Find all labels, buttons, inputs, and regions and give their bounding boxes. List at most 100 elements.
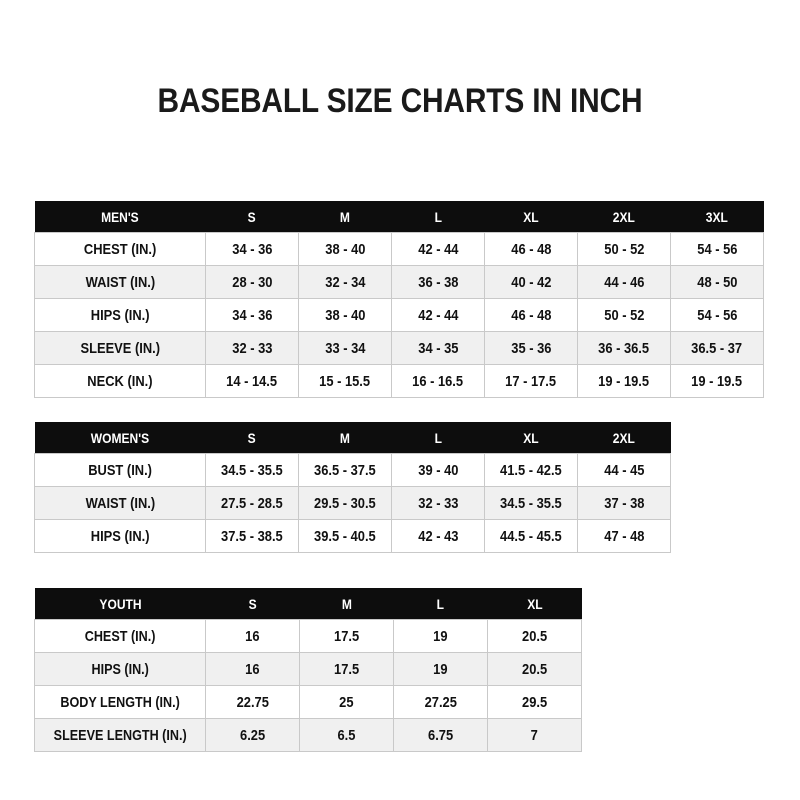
mens-cell-text: 15 - 15.5 [319, 372, 371, 390]
youth-cell: 7 [487, 718, 582, 752]
womens-cell-text: 44 - 45 [603, 461, 645, 479]
youth-column-header-m: M [299, 588, 394, 620]
mens-row-label: NECK (IN.) [34, 364, 206, 398]
mens-column-header-xl: XL [484, 201, 578, 233]
table-row: SLEEVE (IN.) 32 - 33 33 - 34 34 - 35 35 - 36… [34, 331, 764, 365]
youth-cell-text: 16 [245, 627, 260, 645]
mens-cell-text: 33 - 34 [324, 339, 366, 357]
mens-cell: 48 - 50 [670, 265, 764, 299]
mens-cell-text: 38 - 40 [324, 240, 366, 258]
youth-cell-text: 6.75 [427, 726, 454, 744]
youth-cell: 20.5 [487, 619, 582, 653]
womens-column-header-m: M [298, 422, 392, 454]
mens-cell-text: 42 - 44 [417, 306, 459, 324]
youth-column-header-l: L [393, 588, 488, 620]
mens-cell: 32 - 34 [298, 265, 392, 299]
youth-cell-text: 27.25 [424, 693, 457, 711]
mens-size-table: MEN'S S M L XL 2XL 3XL CHEST (IN.) 34 - 36 38 - … [34, 201, 764, 398]
youth-column-header-xl: XL [487, 588, 582, 620]
mens-cell-text: 36.5 - 37 [691, 339, 743, 357]
youth-row-label: HIPS (IN.) [34, 652, 206, 686]
womens-column-header-s-text: S [247, 429, 257, 446]
youth-cell: 6.5 [299, 718, 394, 752]
mens-header-row: MEN'S S M L XL 2XL 3XL [34, 201, 764, 233]
womens-cell-text: 42 - 43 [417, 527, 459, 545]
mens-cell-text: 19 - 19.5 [691, 372, 743, 390]
womens-column-header-xl: XL [484, 422, 578, 454]
youth-row-label-text: BODY LENGTH (IN.) [60, 693, 180, 711]
womens-cell-text: 44.5 - 45.5 [500, 527, 562, 545]
table-row: WAIST (IN.) 28 - 30 32 - 34 36 - 38 40 - 42 4… [34, 265, 764, 299]
mens-cell: 46 - 48 [484, 298, 578, 332]
youth-cell: 19 [393, 652, 488, 686]
youth-row-label: SLEEVE LENGTH (IN.) [34, 718, 206, 752]
mens-cell: 38 - 40 [298, 298, 392, 332]
womens-cell-text: 32 - 33 [417, 494, 459, 512]
mens-cell-text: 50 - 52 [603, 240, 645, 258]
womens-row-label-text: WAIST (IN.) [85, 494, 155, 512]
youth-cell: 29.5 [487, 685, 582, 719]
mens-cell-text: 34 - 35 [417, 339, 459, 357]
womens-column-header-m-text: M [339, 429, 351, 446]
mens-cell-text: 54 - 56 [696, 306, 738, 324]
mens-column-header-l: L [391, 201, 485, 233]
mens-column-header-2xl: 2XL [577, 201, 671, 233]
mens-cell-text: 14 - 14.5 [226, 372, 278, 390]
mens-cell-text: 38 - 40 [324, 306, 366, 324]
table-row: CHEST (IN.) 16 17.5 19 20.5 [34, 619, 582, 653]
youth-cell: 20.5 [487, 652, 582, 686]
womens-column-header-l: L [391, 422, 485, 454]
mens-cell-text: 19 - 19.5 [598, 372, 650, 390]
youth-cell-text: 29.5 [521, 693, 548, 711]
womens-cell: 36.5 - 37.5 [298, 453, 392, 487]
mens-column-header-m: M [298, 201, 392, 233]
table-row: BUST (IN.) 34.5 - 35.5 36.5 - 37.5 39 - 40 4… [34, 453, 671, 487]
mens-cell: 40 - 42 [484, 265, 578, 299]
womens-row-label: BUST (IN.) [34, 453, 206, 487]
mens-cell-text: 28 - 30 [231, 273, 273, 291]
mens-row-label-text: CHEST (IN.) [83, 240, 157, 258]
womens-cell-text: 41.5 - 42.5 [500, 461, 562, 479]
mens-header-label: MEN'S [34, 201, 206, 233]
youth-column-header-l-text: L [436, 595, 445, 612]
mens-cell: 33 - 34 [298, 331, 392, 365]
mens-cell: 28 - 30 [205, 265, 299, 299]
youth-cell: 17.5 [299, 652, 394, 686]
mens-cell: 50 - 52 [577, 232, 671, 266]
youth-row-label-text: HIPS (IN.) [91, 660, 149, 678]
mens-cell-text: 35 - 36 [510, 339, 552, 357]
womens-cell: 27.5 - 28.5 [205, 486, 299, 520]
womens-cell: 32 - 33 [391, 486, 485, 520]
mens-column-header-3xl-text: 3XL [705, 208, 729, 225]
mens-cell: 14 - 14.5 [205, 364, 299, 398]
womens-row-label: WAIST (IN.) [34, 486, 206, 520]
mens-cell: 50 - 52 [577, 298, 671, 332]
youth-cell-text: 6.5 [337, 726, 356, 744]
womens-cell-text: 39 - 40 [417, 461, 459, 479]
youth-column-header-xl-text: XL [526, 595, 543, 612]
youth-header-label: YOUTH [34, 588, 206, 620]
mens-cell: 42 - 44 [391, 298, 485, 332]
womens-cell-text: 36.5 - 37.5 [314, 461, 376, 479]
mens-column-header-m-text: M [339, 208, 351, 225]
mens-cell: 15 - 15.5 [298, 364, 392, 398]
mens-cell: 34 - 36 [205, 232, 299, 266]
table-row: NECK (IN.) 14 - 14.5 15 - 15.5 16 - 16.5 17 … [34, 364, 764, 398]
youth-column-header-m-text: M [341, 595, 352, 612]
mens-table-body: CHEST (IN.) 34 - 36 38 - 40 42 - 44 46 - 48 5… [34, 232, 764, 398]
mens-column-header-xl-text: XL [523, 208, 539, 225]
womens-cell: 44.5 - 45.5 [484, 519, 578, 553]
mens-cell-text: 32 - 33 [231, 339, 273, 357]
mens-cell: 36.5 - 37 [670, 331, 764, 365]
womens-header-row: WOMEN'S S M L XL 2XL [34, 422, 671, 454]
womens-cell-text: 27.5 - 28.5 [221, 494, 283, 512]
youth-row-label-text: SLEEVE LENGTH (IN.) [53, 726, 187, 744]
womens-cell-text: 47 - 48 [603, 527, 645, 545]
page-title: BASEBALL SIZE CHARTS IN INCH [157, 82, 643, 120]
womens-cell: 37.5 - 38.5 [205, 519, 299, 553]
mens-row-label: HIPS (IN.) [34, 298, 206, 332]
womens-cell-text: 34.5 - 35.5 [500, 494, 562, 512]
womens-table-body: BUST (IN.) 34.5 - 35.5 36.5 - 37.5 39 - 40 4… [34, 453, 671, 553]
youth-cell-text: 19 [433, 660, 448, 678]
mens-cell-text: 17 - 17.5 [505, 372, 557, 390]
